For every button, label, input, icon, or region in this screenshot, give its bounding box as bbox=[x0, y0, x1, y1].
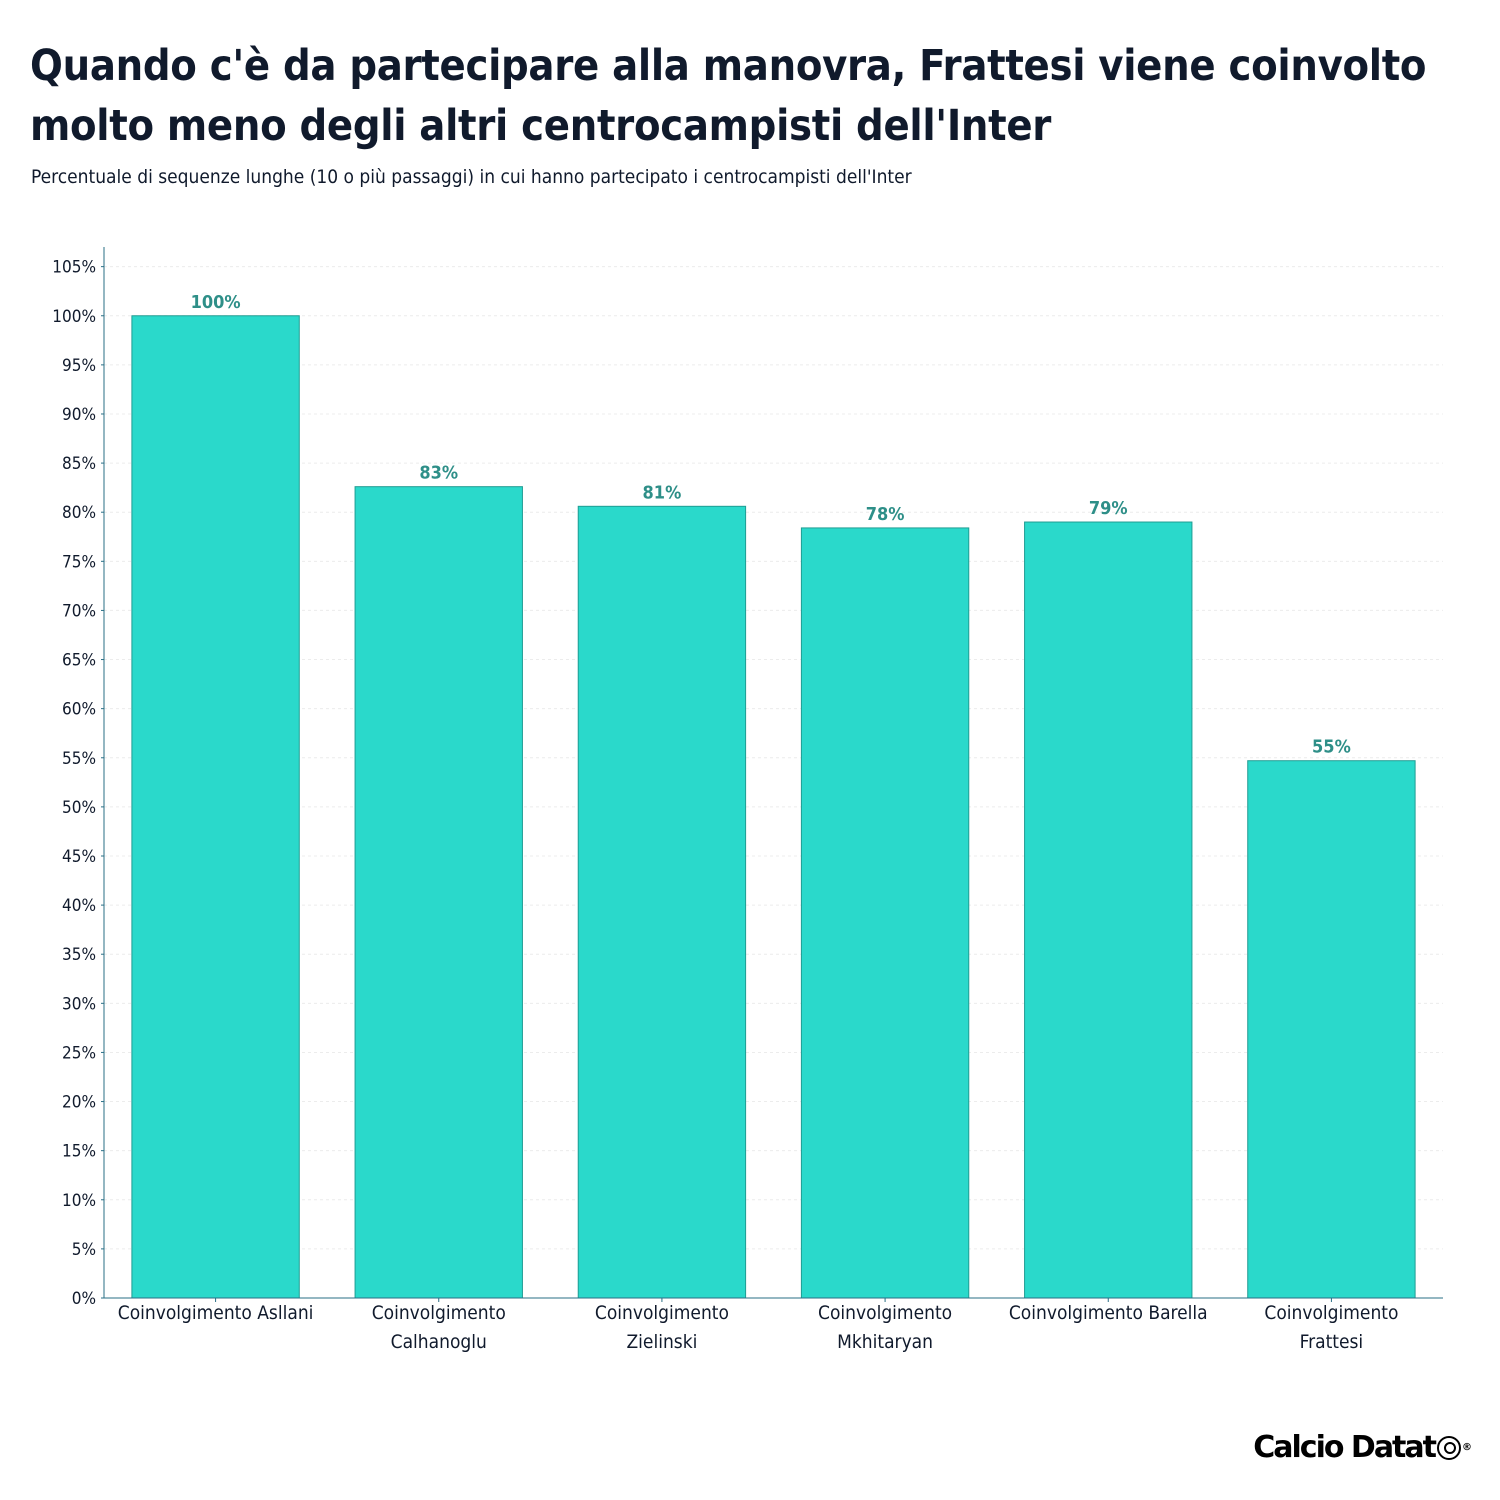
data-labels: 100% 83% 81% 78% 79% 55% bbox=[191, 292, 1351, 758]
bar-5 bbox=[1024, 521, 1193, 1299]
data-label: 83% bbox=[419, 463, 458, 484]
registered-mark: ® bbox=[1462, 1442, 1472, 1453]
y-tick-label: 20% bbox=[62, 1093, 96, 1113]
x-tick-label: Frattesi bbox=[1300, 1331, 1364, 1353]
data-label: 79% bbox=[1089, 498, 1128, 519]
y-tick-label: 100% bbox=[52, 307, 96, 327]
y-tick-label: 15% bbox=[62, 1142, 96, 1162]
x-tick-label: Coinvolgimento Barella bbox=[1009, 1302, 1208, 1324]
bar-3 bbox=[577, 505, 747, 1299]
y-tick-label: 70% bbox=[62, 601, 96, 621]
x-tick-label: Coinvolgimento bbox=[372, 1302, 506, 1324]
x-tick-label: Coinvolgimento bbox=[1264, 1302, 1398, 1324]
y-tick-label: 30% bbox=[62, 994, 96, 1014]
y-tick-label: 55% bbox=[62, 749, 96, 769]
bar-chart: 0% 5% 10% 15% 20% 25% 30% 35% 40% 45% 50% 55% 60% 65%… bbox=[52, 247, 1443, 1353]
chart-subtitle: Percentuale di sequenze lunghe (10 o più… bbox=[31, 166, 912, 188]
chart-title: Quando c'è da partecipare alla manovra, … bbox=[30, 41, 1427, 151]
y-axis-ticks: 0% 5% 10% 15% 20% 25% 30% 35% 40% 45% 50% 55% 60% 65%… bbox=[52, 258, 104, 1309]
y-tick-label: 65% bbox=[62, 651, 96, 671]
y-tick-label: 105% bbox=[52, 258, 96, 278]
x-tick-label: Mkhitaryan bbox=[837, 1331, 933, 1353]
y-tick-label: 10% bbox=[62, 1191, 96, 1211]
calcio-data-logo: Calcio Datat ® bbox=[1253, 1430, 1472, 1465]
y-tick-label: 35% bbox=[62, 945, 96, 965]
x-tick-label: Calhanoglu bbox=[391, 1331, 487, 1353]
y-tick-label: 25% bbox=[62, 1043, 96, 1063]
bar-6 bbox=[1247, 760, 1416, 1299]
axes bbox=[103, 247, 1443, 1299]
data-label: 78% bbox=[866, 504, 905, 525]
football-icon bbox=[1437, 1435, 1461, 1460]
data-label: 81% bbox=[643, 482, 682, 503]
bar-2 bbox=[354, 486, 523, 1299]
bar-4 bbox=[800, 527, 970, 1299]
data-label: 100% bbox=[191, 292, 241, 313]
y-tick-label: 85% bbox=[62, 454, 96, 474]
x-tick-label: Coinvolgimento Asllani bbox=[118, 1302, 314, 1324]
y-tick-label: 90% bbox=[62, 405, 96, 425]
x-axis-ticks: Coinvolgimento Asllani Coinvolgimento Calh… bbox=[118, 1298, 1398, 1353]
y-tick-label: 50% bbox=[62, 798, 96, 818]
y-tick-label: 75% bbox=[62, 552, 96, 572]
data-label: 55% bbox=[1312, 737, 1351, 758]
bar-1 bbox=[131, 315, 300, 1299]
y-tick-label: 80% bbox=[62, 503, 96, 523]
logo-text: Calcio Datat bbox=[1253, 1430, 1437, 1465]
bars bbox=[131, 315, 1416, 1299]
y-tick-label: 95% bbox=[62, 356, 96, 376]
y-tick-label: 5% bbox=[72, 1240, 96, 1260]
y-tick-label: 40% bbox=[62, 896, 96, 916]
y-tick-label: 45% bbox=[62, 847, 96, 867]
x-tick-label: Coinvolgimento bbox=[595, 1302, 729, 1324]
x-tick-label: Zielinski bbox=[626, 1331, 697, 1353]
y-tick-label: 0% bbox=[72, 1289, 96, 1309]
y-tick-label: 60% bbox=[62, 700, 96, 720]
x-tick-label: Coinvolgimento bbox=[818, 1302, 952, 1324]
gridlines bbox=[104, 266, 1443, 1299]
